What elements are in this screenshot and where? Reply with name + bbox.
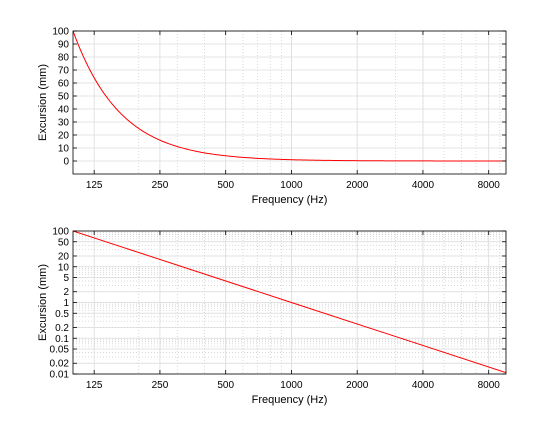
chart1-y-tick-label: 30 xyxy=(58,118,70,129)
chart2-y-axis-label: Excursion (mm) xyxy=(37,264,49,341)
chart1: 125 250 500 1000 2000 4000 8000 0 10 20 30 40 50 60 70… xyxy=(37,27,507,206)
chart2-y-tick-label: 2 xyxy=(63,287,69,298)
chart2-y-tick-label: 0.1 xyxy=(55,334,69,345)
chart1-x-tick-label: 1000 xyxy=(280,180,303,191)
chart1-x-axis-label: Frequency (Hz) xyxy=(252,194,328,206)
chart1-y-tick-label: 20 xyxy=(58,131,70,142)
chart2-y-tick-label: 0.02 xyxy=(50,359,70,370)
chart1-y-tick-label: 60 xyxy=(58,79,70,90)
chart1-x-tick-label: 125 xyxy=(86,180,103,191)
chart2-y-tick-label: 100 xyxy=(52,227,69,238)
chart1-y-tick-label: 40 xyxy=(58,105,70,116)
chart1-x-tick-label: 4000 xyxy=(412,180,435,191)
chart2-x-tick-label: 250 xyxy=(152,380,169,391)
chart1-y-tick-label: 100 xyxy=(52,27,69,38)
chart1-x-tick-label: 8000 xyxy=(478,180,501,191)
chart1-x-tick-label: 250 xyxy=(152,180,169,191)
chart2-series-line xyxy=(73,231,506,374)
chart2-y-tick-label: 20 xyxy=(58,251,70,262)
chart1-y-tick-label: 70 xyxy=(58,66,70,77)
chart2-y-tick-label: 10 xyxy=(58,262,70,273)
chart2-x-tick-label: 125 xyxy=(86,380,103,391)
chart2-y-tick-label: 1 xyxy=(63,298,69,309)
chart2-x-tick-label: 500 xyxy=(217,380,234,391)
chart1-y-tick-label: 50 xyxy=(58,92,70,103)
chart2: 125 250 500 1000 2000 4000 80000.010.020.050.1… xyxy=(37,227,507,406)
chart1-y-tick-label: 80 xyxy=(58,53,70,64)
chart2-y-tick-label: 0.5 xyxy=(55,309,69,320)
chart2-x-tick-label: 2000 xyxy=(346,380,369,391)
chart1-y-tick-label: 10 xyxy=(58,144,70,155)
chart1-x-tick-label: 500 xyxy=(217,180,234,191)
chart2-y-tick-label: 50 xyxy=(58,237,70,248)
chart1-y-tick-label: 90 xyxy=(58,40,70,51)
chart1-x-tick-label: 2000 xyxy=(346,180,369,191)
chart1-y-tick-label: 0 xyxy=(63,157,69,168)
chart1-frame xyxy=(72,30,507,175)
chart1-y-axis-label: Excursion (mm) xyxy=(37,64,49,141)
chart2-y-tick-label: 0.05 xyxy=(50,345,70,356)
chart2-y-tick-label: 5 xyxy=(63,273,69,284)
chart2-y-tick-label: 0.2 xyxy=(55,323,69,334)
chart2-y-tick-label: 0.01 xyxy=(50,370,70,381)
chart2-x-tick-label: 8000 xyxy=(478,380,501,391)
chart1-series-line xyxy=(73,31,506,162)
chart2-x-tick-label: 4000 xyxy=(412,380,435,391)
chart2-x-tick-label: 1000 xyxy=(280,380,303,391)
chart1-plot-area xyxy=(73,31,506,174)
chart2-x-axis-label: Frequency (Hz) xyxy=(252,394,328,406)
